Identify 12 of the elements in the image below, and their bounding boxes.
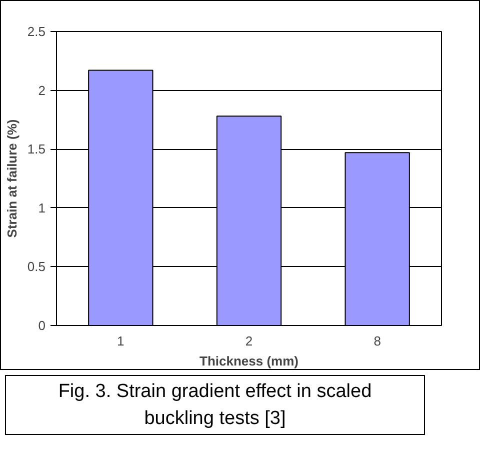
y-tick-label: 2 [38, 82, 46, 98]
caption: Fig. 3. Strain gradient effect in scaled buckling tests [3] [57, 380, 373, 432]
x-axis-title: Thickness (mm) [200, 354, 298, 368]
y-tick-label: 0 [38, 318, 46, 333]
y-axis-title: Strain at failure (%) [4, 119, 20, 238]
y-tick-label: 2.5 [27, 24, 46, 39]
x-tick-label: 8 [374, 334, 381, 348]
x-tick-label: 2 [245, 334, 253, 348]
x-tick-label: 1 [117, 334, 124, 348]
y-tick-label: 1.5 [27, 142, 46, 157]
y-tick-label: 1 [38, 200, 46, 216]
y-tick-label: 0.5 [27, 259, 46, 274]
